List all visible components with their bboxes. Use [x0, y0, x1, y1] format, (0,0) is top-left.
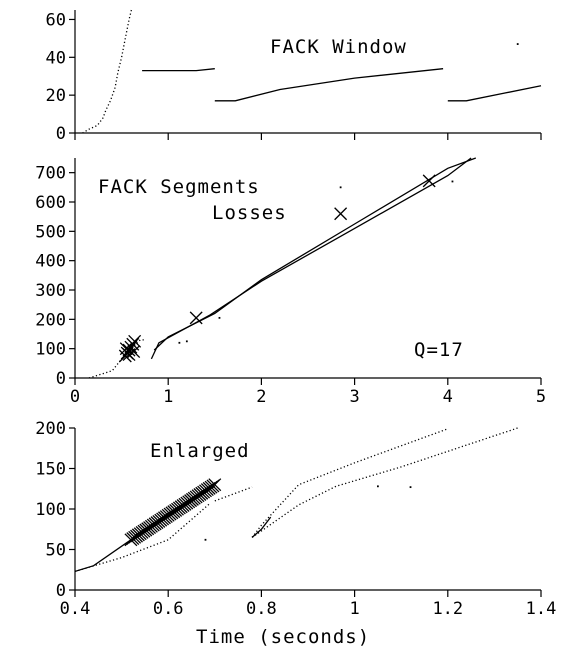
fack-window-startup-series	[82, 9, 133, 134]
top-y-tick-label: 0	[56, 124, 66, 144]
middle-x-tick-label: 0	[70, 387, 80, 407]
top-y-tick-label: 40	[46, 48, 66, 68]
loss-marker	[422, 174, 436, 188]
top-data	[82, 9, 542, 134]
middle-x-tick-label: 4	[443, 387, 453, 407]
enlarged-fack-line-lower-right	[251, 427, 518, 538]
fack-segments-series-early	[88, 339, 145, 378]
loss-marker	[122, 343, 136, 357]
enlarged-loss-marker	[208, 478, 222, 492]
bottom-x-tick-label: 0.4	[60, 599, 91, 619]
middle-data	[88, 157, 477, 378]
middle-y-tick-label: 100	[35, 340, 66, 360]
enlarged-fack-line-upper-right	[251, 428, 449, 538]
loss-marker	[127, 345, 141, 359]
enlarged-fack-dot	[409, 486, 412, 489]
enlarged-fack-line-bridge	[214, 486, 253, 502]
legend-fack-window: FACK Window	[270, 36, 407, 58]
middle-y-tick-label: 700	[35, 164, 66, 184]
legend-losses: Losses	[212, 202, 287, 224]
legend-fack-segments-marker	[339, 186, 342, 189]
middle-x-tick-label: 2	[256, 387, 266, 407]
bottom-x-tick-label: 0.8	[246, 599, 277, 619]
legend-fack-segments: FACK Segments	[98, 176, 260, 198]
panel-top-fack-window: FACK Window 0 20 40 60	[46, 9, 542, 144]
bottom-x-tick-label: 1	[349, 599, 359, 619]
fack-segment-dot	[178, 341, 181, 344]
fack-window-series-segment	[214, 68, 444, 102]
fack-window-series-segment	[142, 68, 215, 72]
middle-y-tick-label: 300	[35, 281, 66, 301]
middle-y-tick-label: 400	[35, 252, 66, 272]
loss-marker	[128, 334, 142, 348]
middle-y-tick-label: 500	[35, 222, 66, 242]
middle-y-tick-label: 0	[56, 369, 66, 389]
bottom-y-tick-label: 100	[35, 500, 66, 520]
enlarged-fack-dot	[204, 538, 207, 541]
fack-segment-dot	[451, 180, 454, 183]
top-y-tick-label: 60	[46, 10, 66, 30]
middle-y-tick-label: 600	[35, 193, 66, 213]
fack-window-series-segment	[447, 85, 542, 102]
bottom-y-tick-label: 0	[56, 581, 66, 601]
panel-middle-fack-segments: FACK Segments Losses Q=17 0 100 200 300 400 5…	[35, 157, 546, 407]
bottom-data	[75, 427, 518, 573]
middle-x-tick-label: 1	[163, 387, 173, 407]
fack-window-legend-dot	[516, 43, 519, 45]
fack-segment-dot	[218, 316, 221, 319]
fack-segments-series-lower	[150, 157, 472, 360]
bottom-y-tick-label: 50	[46, 541, 66, 561]
middle-x-tick-label: 5	[536, 387, 546, 407]
annotation-enlarged: Enlarged	[150, 440, 250, 462]
annotation-q: Q=17	[414, 339, 464, 361]
x-axis-label-time: Time (seconds)	[196, 626, 370, 648]
enlarged-fack-line-lower	[75, 502, 211, 573]
bottom-y-tick-label: 150	[35, 460, 66, 480]
fack-segments-series-upper	[153, 157, 477, 351]
bottom-x-tick-label: 1.2	[432, 599, 463, 619]
loss-marker	[189, 311, 203, 325]
bottom-x-tick-label: 0.6	[153, 599, 184, 619]
middle-x-tick-label: 3	[349, 387, 359, 407]
legend-losses-marker	[334, 207, 348, 221]
middle-y-tick-label: 200	[35, 310, 66, 330]
fack-segment-dot	[185, 340, 188, 343]
top-y-tick-label: 20	[46, 86, 66, 106]
panel-bottom-enlarged: Enlarged Time (seconds) 0 50 100 150 200 0.4 0…	[35, 419, 556, 648]
enlarged-fack-dot	[377, 485, 379, 488]
enlarged-fack-restart	[251, 516, 272, 538]
bottom-x-tick-label: 1.4	[526, 599, 557, 619]
bottom-y-tick-label: 200	[35, 419, 66, 439]
